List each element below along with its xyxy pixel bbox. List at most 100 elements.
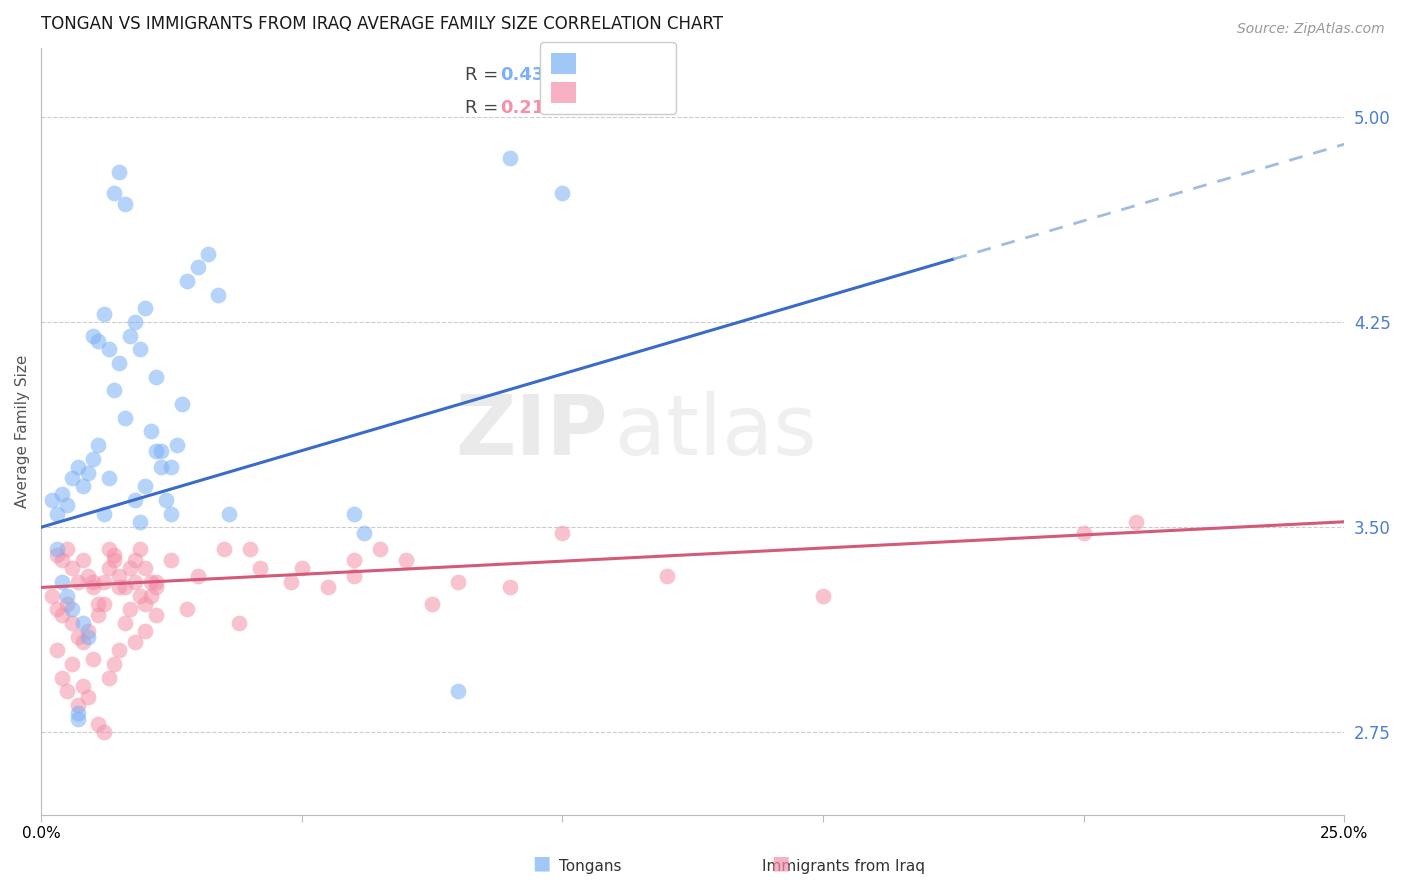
Point — [87, 597, 110, 611]
Point — [87, 717, 110, 731]
Point — [129, 515, 152, 529]
Point — [93, 574, 115, 589]
Text: R =: R = — [464, 66, 503, 84]
Text: N =: N = — [543, 66, 595, 84]
Point — [186, 569, 208, 583]
Point — [97, 671, 120, 685]
Point — [108, 164, 131, 178]
Point — [108, 643, 131, 657]
Text: N =: N = — [543, 99, 595, 117]
Point — [129, 542, 152, 557]
Point — [134, 479, 156, 493]
Point — [197, 246, 219, 260]
Point — [139, 574, 162, 589]
Point — [186, 260, 208, 275]
Point — [45, 507, 67, 521]
Point — [160, 507, 183, 521]
Point — [51, 574, 73, 589]
Point — [395, 553, 418, 567]
Point — [343, 507, 366, 521]
Point — [45, 548, 67, 562]
Point — [45, 602, 67, 616]
Point — [108, 569, 131, 583]
Point — [41, 589, 63, 603]
Point — [134, 301, 156, 316]
Point — [212, 542, 235, 557]
Text: 0.215: 0.215 — [501, 99, 557, 117]
Text: Source: ZipAtlas.com: Source: ZipAtlas.com — [1237, 22, 1385, 37]
Point — [72, 615, 94, 630]
Point — [97, 471, 120, 485]
Point — [655, 569, 678, 583]
Point — [343, 553, 366, 567]
Point — [82, 651, 104, 665]
Point — [145, 581, 167, 595]
Point — [51, 487, 73, 501]
Point — [166, 438, 188, 452]
Point — [72, 479, 94, 493]
Point — [77, 624, 100, 639]
Point — [170, 397, 193, 411]
Point — [118, 328, 141, 343]
Point — [114, 615, 136, 630]
Point — [139, 589, 162, 603]
Point — [1125, 515, 1147, 529]
Point — [134, 561, 156, 575]
Point — [114, 197, 136, 211]
Point — [97, 542, 120, 557]
Point — [160, 553, 183, 567]
Text: atlas: atlas — [614, 391, 817, 472]
Point — [176, 602, 198, 616]
Y-axis label: Average Family Size: Average Family Size — [15, 355, 30, 508]
Point — [145, 574, 167, 589]
Point — [77, 630, 100, 644]
Point — [45, 643, 67, 657]
Text: Tongans: Tongans — [560, 859, 621, 874]
Point — [77, 466, 100, 480]
Text: TONGAN VS IMMIGRANTS FROM IRAQ AVERAGE FAMILY SIZE CORRELATION CHART: TONGAN VS IMMIGRANTS FROM IRAQ AVERAGE F… — [41, 15, 723, 33]
Point — [499, 581, 522, 595]
Point — [41, 492, 63, 507]
Point — [51, 671, 73, 685]
Point — [114, 581, 136, 595]
Point — [60, 471, 83, 485]
Point — [280, 574, 302, 589]
Point — [82, 581, 104, 595]
Point — [124, 492, 146, 507]
Point — [87, 334, 110, 349]
Text: ■: ■ — [770, 854, 790, 872]
Point — [447, 574, 470, 589]
Point — [134, 597, 156, 611]
Point — [145, 607, 167, 622]
Point — [150, 443, 173, 458]
Point — [124, 553, 146, 567]
Point — [93, 597, 115, 611]
Point — [56, 597, 79, 611]
Point — [145, 369, 167, 384]
Point — [66, 460, 89, 475]
Text: Immigrants from Iraq: Immigrants from Iraq — [762, 859, 925, 874]
Text: ZIP: ZIP — [456, 391, 607, 472]
Point — [124, 635, 146, 649]
Point — [56, 542, 79, 557]
Point — [60, 602, 83, 616]
Point — [97, 343, 120, 357]
Point — [139, 425, 162, 439]
Point — [218, 507, 240, 521]
Point — [353, 525, 375, 540]
Point — [176, 274, 198, 288]
Point — [145, 443, 167, 458]
Point — [103, 657, 125, 671]
Point — [124, 315, 146, 329]
Point — [72, 635, 94, 649]
Point — [316, 581, 339, 595]
Point — [45, 542, 67, 557]
Point — [82, 574, 104, 589]
Point — [811, 589, 834, 603]
Point — [77, 569, 100, 583]
Point — [51, 553, 73, 567]
Text: 82: 82 — [582, 99, 607, 117]
Point — [150, 460, 173, 475]
Point — [368, 542, 391, 557]
Point — [66, 698, 89, 712]
